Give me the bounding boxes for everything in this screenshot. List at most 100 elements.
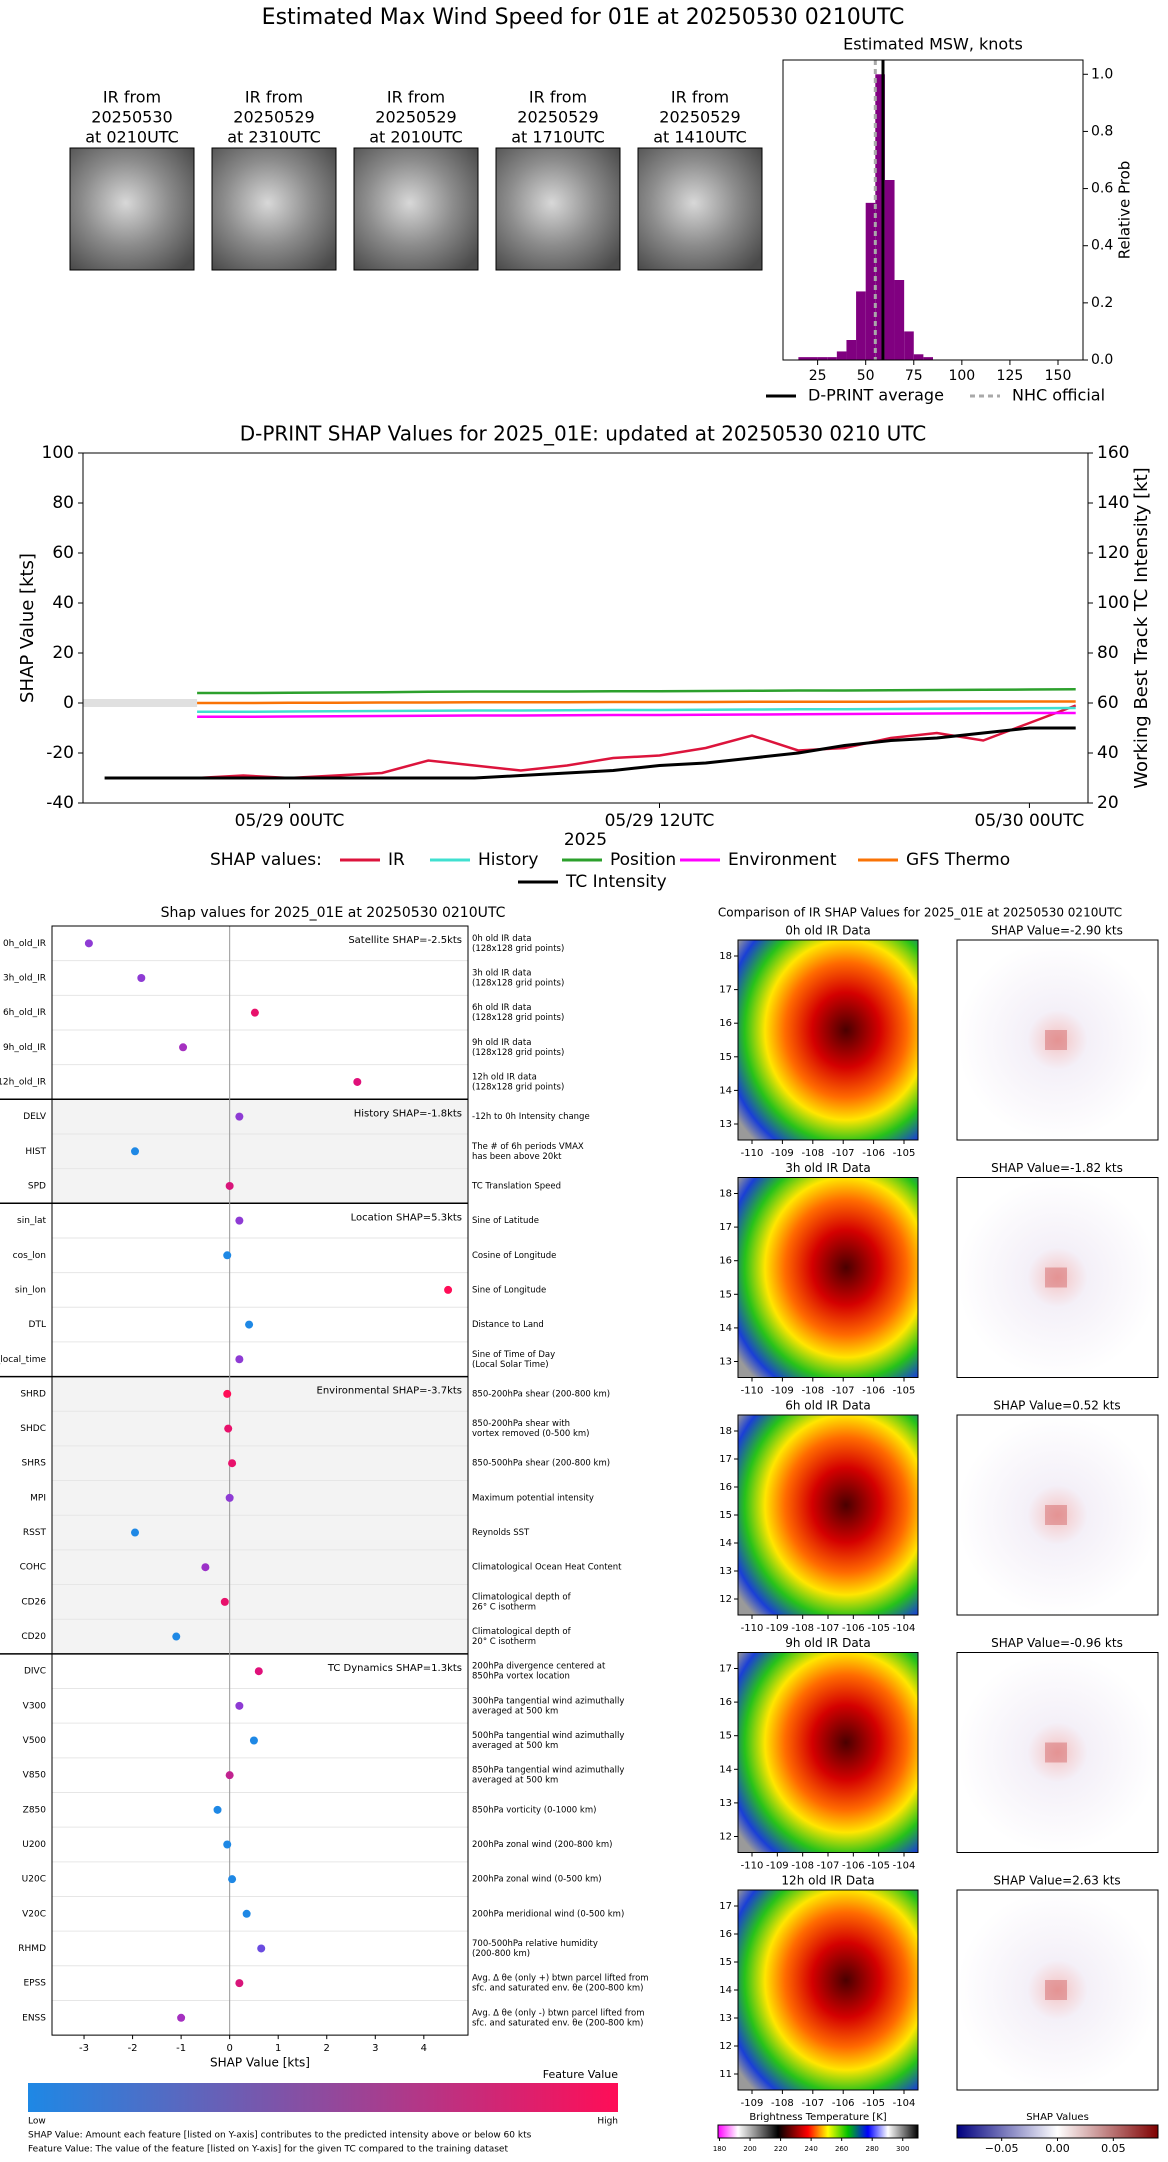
shap-dot — [254, 1667, 263, 1676]
colorbar-tick-label: 0.05 — [1101, 2142, 1126, 2155]
x-axis-label: SHAP Value [kts] — [210, 2056, 310, 2070]
thumbnail-title: at 2010UTC — [369, 128, 463, 147]
y2-tick-label: 120 — [1097, 543, 1129, 563]
colorbar-tick-label: 200 — [743, 2145, 756, 2153]
feature-description: 500hPa tangential wind azimuthally — [472, 1731, 624, 1741]
lat-tick-label: 12 — [719, 1832, 732, 1843]
feature-label: V500 — [23, 1736, 47, 1746]
colorbar-title: Brightness Temperature [K] — [749, 2112, 886, 2123]
feature-description: 850-500hPa shear (200-800 km) — [472, 1459, 610, 1469]
feature-description: -12h to 0h Intensity change — [472, 1112, 590, 1122]
x-tick-label: 05/29 00UTC — [235, 811, 345, 831]
satellite-thumbnail — [353, 147, 479, 271]
x-tick-label: 25 — [809, 368, 827, 384]
feature-description: averaged at 500 km — [472, 1776, 558, 1786]
lat-tick-label: 15 — [719, 1510, 732, 1521]
lon-tick-label: -110 — [741, 1623, 764, 1634]
legend-label: D-PRINT average — [808, 386, 944, 405]
x-tick-label: 3 — [372, 2043, 378, 2054]
feature-label: V300 — [23, 1701, 47, 1711]
satellite-thumbnail — [637, 147, 763, 271]
bar — [846, 340, 857, 360]
feature-description: 20° C isotherm — [472, 1637, 536, 1647]
group-label: Location SHAP=5.3kts — [351, 1212, 462, 1223]
ir-title: 12h old IR Data — [781, 1874, 874, 1888]
thumbnail-title: 20250529 — [233, 108, 314, 127]
shap-dot — [235, 1112, 244, 1121]
shap-image — [956, 939, 1159, 1141]
colorbar-tick-label: 300 — [896, 2145, 909, 2153]
shap-dot — [172, 1632, 181, 1641]
shap-feature — [1045, 1980, 1067, 2000]
bar — [884, 180, 895, 360]
lat-tick-label: 15 — [719, 1731, 732, 1742]
feature-description: has been above 20kt — [472, 1152, 562, 1162]
shap-dot — [179, 1043, 188, 1052]
shap-dot — [235, 1701, 244, 1710]
feature-description: 0h old IR data — [472, 934, 531, 944]
lat-tick-label: 14 — [719, 1985, 732, 1996]
shap-dot — [235, 1979, 244, 1988]
shap-dot — [250, 1008, 259, 1017]
series-line — [197, 704, 1077, 780]
feature-label: 0h_old_IR — [3, 939, 46, 949]
lat-tick-label: 12 — [719, 1594, 732, 1605]
ir-image — [737, 1652, 919, 1853]
legend-label: TC Intensity — [565, 872, 667, 892]
lon-tick-label: -105 — [867, 1623, 890, 1634]
lat-tick-label: 16 — [719, 1018, 732, 1029]
legend-label: NHC official — [1012, 386, 1105, 405]
ir-title: 6h old IR Data — [785, 1399, 871, 1413]
shap-dot — [228, 1459, 237, 1468]
shap-image — [956, 1414, 1159, 1616]
feature-description: vortex removed (0-500 km) — [472, 1429, 589, 1439]
ir-image — [737, 939, 919, 1141]
lon-tick-label: -107 — [817, 1861, 840, 1872]
feature-label: V20C — [22, 1909, 46, 1919]
lat-tick-label: 14 — [719, 1764, 732, 1775]
lat-tick-label: 14 — [719, 1538, 732, 1549]
series-line — [197, 700, 1076, 705]
colorbar — [717, 2124, 919, 2139]
feature-description: Reynolds SST — [472, 1528, 530, 1538]
feature-description: sfc. and saturated env. θe (200-800 km) — [472, 2018, 644, 2028]
satellite-thumbnail — [495, 147, 621, 271]
feature-label: SPD — [28, 1181, 46, 1191]
lon-tick-label: -105 — [893, 1148, 916, 1159]
bar — [817, 357, 828, 360]
shap-title: SHAP Value=0.52 kts — [993, 1399, 1120, 1413]
shap-title: SHAP Value=2.63 kts — [993, 1874, 1120, 1888]
lat-tick-label: 13 — [719, 1357, 732, 1368]
lon-tick-label: -106 — [832, 2098, 855, 2109]
feature-description: 850hPa vorticity (0-1000 km) — [472, 1805, 596, 1815]
lon-tick-label: -104 — [893, 2098, 916, 2109]
ir-title: 9h old IR Data — [785, 1636, 871, 1650]
feature-description: Climatological depth of — [472, 1592, 572, 1602]
lon-tick-label: -107 — [832, 1386, 855, 1397]
lon-tick-label: -108 — [771, 2098, 794, 2109]
lon-tick-label: -109 — [771, 1148, 794, 1159]
shap-dot — [201, 1563, 210, 1572]
feature-label: 12h_old_IR — [0, 1077, 46, 1087]
y2-tick-label: 140 — [1097, 493, 1129, 513]
feature-description: The # of 6h periods VMAX — [471, 1142, 584, 1152]
y-tick-label: 20 — [52, 643, 74, 663]
y-tick-label: 60 — [52, 543, 74, 563]
colorbar-low: Low — [28, 2117, 46, 2127]
thumbnail-title: 20250529 — [375, 108, 456, 127]
x-tick-label: 50 — [857, 368, 875, 384]
x-tick-label: -2 — [128, 2043, 138, 2054]
lon-tick-label: -108 — [791, 1623, 814, 1634]
lon-tick-label: -110 — [741, 1861, 764, 1872]
lon-tick-label: -104 — [893, 1623, 916, 1634]
bar — [836, 351, 847, 360]
axes-frame — [51, 925, 469, 2036]
feature-description: 850-200hPa shear (200-800 km) — [472, 1389, 610, 1399]
feature-description: TC Translation Speed — [471, 1181, 561, 1191]
lat-tick-label: 12 — [719, 2041, 732, 2052]
feature-description: 200hPa divergence centered at — [472, 1662, 606, 1672]
bar — [923, 357, 933, 360]
lat-tick-label: 16 — [719, 1929, 732, 1940]
feature-description: Distance to Land — [472, 1320, 544, 1330]
legend-label: Environment — [728, 850, 837, 870]
